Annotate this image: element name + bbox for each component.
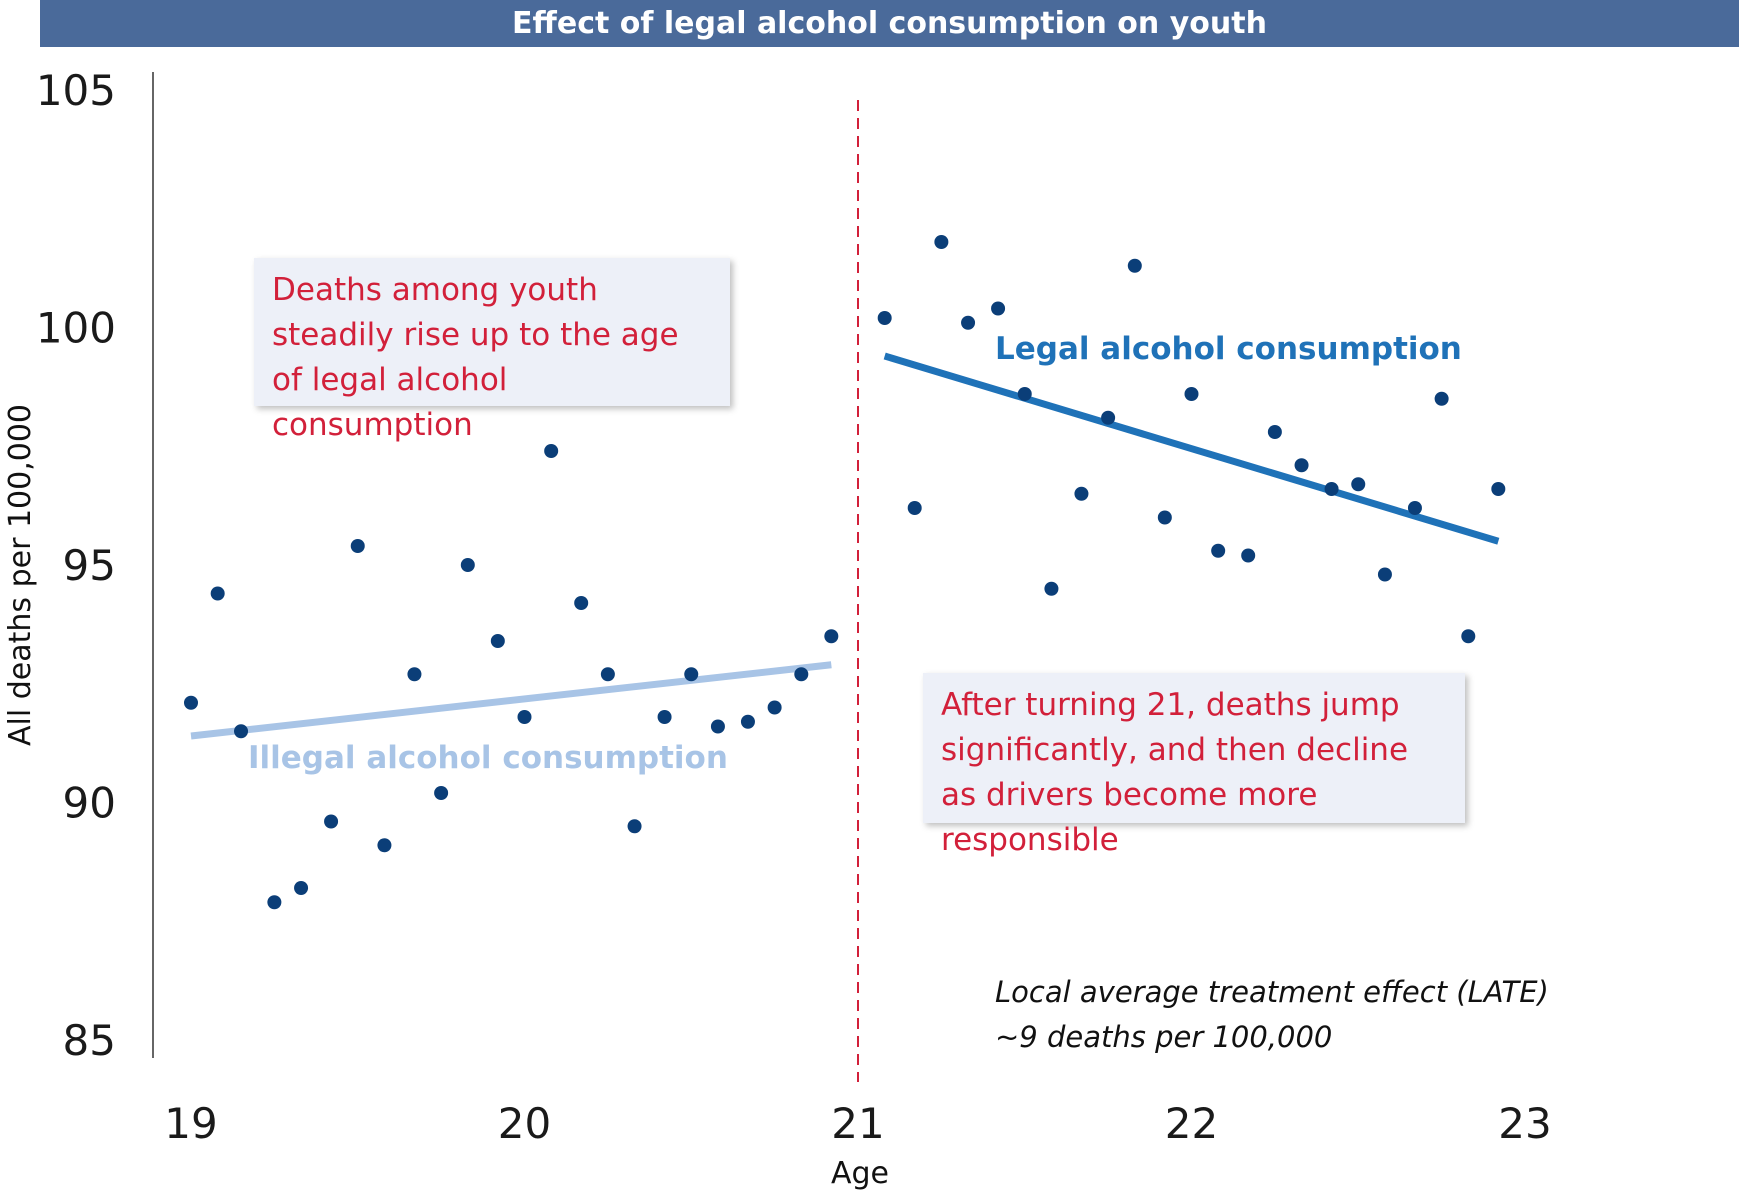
data-points xyxy=(184,235,1506,910)
scatter-point xyxy=(1294,458,1309,473)
scatter-point xyxy=(824,629,839,644)
scatter-point xyxy=(407,667,422,682)
late-note-line2: ~9 deaths per 100,000 xyxy=(995,1020,1333,1054)
scatter-point xyxy=(434,786,449,800)
y-axis-title: All deaths per 100,000 xyxy=(3,404,38,746)
x-tick-label: 22 xyxy=(1165,1099,1218,1148)
scatter-point xyxy=(1461,629,1476,644)
chart-title: Effect of legal alcohol consumption on y… xyxy=(40,0,1739,47)
x-axis-ticks: 19 20 21 22 23 xyxy=(164,1099,1551,1148)
late-note: Local average treatment effect (LATE) ~9… xyxy=(995,970,1549,1060)
scatter-point xyxy=(740,714,755,729)
scatter-point xyxy=(490,634,505,648)
x-axis-title: Age xyxy=(831,1156,889,1191)
scatter-point xyxy=(377,838,392,853)
scatter-point xyxy=(1351,477,1366,492)
scatter-point xyxy=(794,667,809,682)
scatter-point xyxy=(961,315,976,330)
fit-line xyxy=(883,352,1500,545)
scatter-point xyxy=(907,501,922,515)
scatter-point xyxy=(1377,567,1392,582)
fit-line xyxy=(190,661,832,740)
scatter-point xyxy=(600,667,615,682)
scatter-point xyxy=(1017,387,1032,401)
scatter-point xyxy=(460,558,475,572)
scatter-point xyxy=(1241,548,1256,563)
scatter-point xyxy=(184,695,198,710)
scatter-point xyxy=(1267,425,1282,439)
illegal-line-label: Illegal alcohol consumption xyxy=(248,740,728,776)
scatter-point xyxy=(544,444,559,458)
fit-lines xyxy=(190,352,1500,740)
x-tick-label: 23 xyxy=(1498,1099,1551,1148)
scatter-point xyxy=(267,895,282,910)
x-tick-label: 21 xyxy=(831,1099,884,1148)
scatter-point xyxy=(1157,510,1172,525)
y-tick-label: 95 xyxy=(63,541,116,590)
left-callout: Deaths among youth steadily rise up to t… xyxy=(254,258,730,443)
y-axis-ticks: 105 100 95 90 85 xyxy=(36,66,116,1065)
scatter-point xyxy=(1211,543,1226,558)
scatter-point xyxy=(657,710,672,724)
scatter-point xyxy=(1324,482,1339,496)
scatter-point xyxy=(684,667,699,682)
scatter-point xyxy=(991,301,1006,316)
y-tick-label: 100 xyxy=(36,304,116,353)
scatter-point xyxy=(1491,482,1506,496)
scatter-point xyxy=(294,881,309,895)
scatter-point xyxy=(1407,501,1422,515)
scatter-point xyxy=(710,719,725,734)
x-tick-label: 19 xyxy=(164,1099,217,1148)
scatter-point xyxy=(350,539,365,553)
y-tick-label: 90 xyxy=(63,779,116,828)
scatter-point xyxy=(627,819,642,834)
scatter-point xyxy=(1184,387,1199,401)
late-note-line1: Local average treatment effect (LATE) xyxy=(995,975,1549,1009)
scatter-point xyxy=(877,311,892,325)
scatter-point xyxy=(234,724,249,739)
left-callout-text: Deaths among youth steadily rise up to t… xyxy=(272,272,679,443)
scatter-point xyxy=(324,814,339,829)
right-callout: After turning 21, deaths jump significan… xyxy=(923,673,1465,858)
scatter-point xyxy=(210,586,225,601)
scatter-point xyxy=(1074,486,1089,501)
scatter-point xyxy=(1044,581,1059,596)
scatter-point xyxy=(517,710,532,724)
legal-line-label: Legal alcohol consumption xyxy=(995,331,1462,367)
scatter-point xyxy=(1127,258,1142,273)
scatter-point xyxy=(1101,410,1116,425)
y-tick-label: 85 xyxy=(63,1016,116,1065)
scatter-point xyxy=(767,700,782,715)
scatter-point xyxy=(934,235,949,249)
y-tick-label: 105 xyxy=(36,66,116,115)
right-callout-text: After turning 21, deaths jump significan… xyxy=(941,687,1409,858)
scatter-point xyxy=(574,596,589,610)
scatter-point xyxy=(1434,391,1449,406)
x-tick-label: 20 xyxy=(498,1099,551,1148)
